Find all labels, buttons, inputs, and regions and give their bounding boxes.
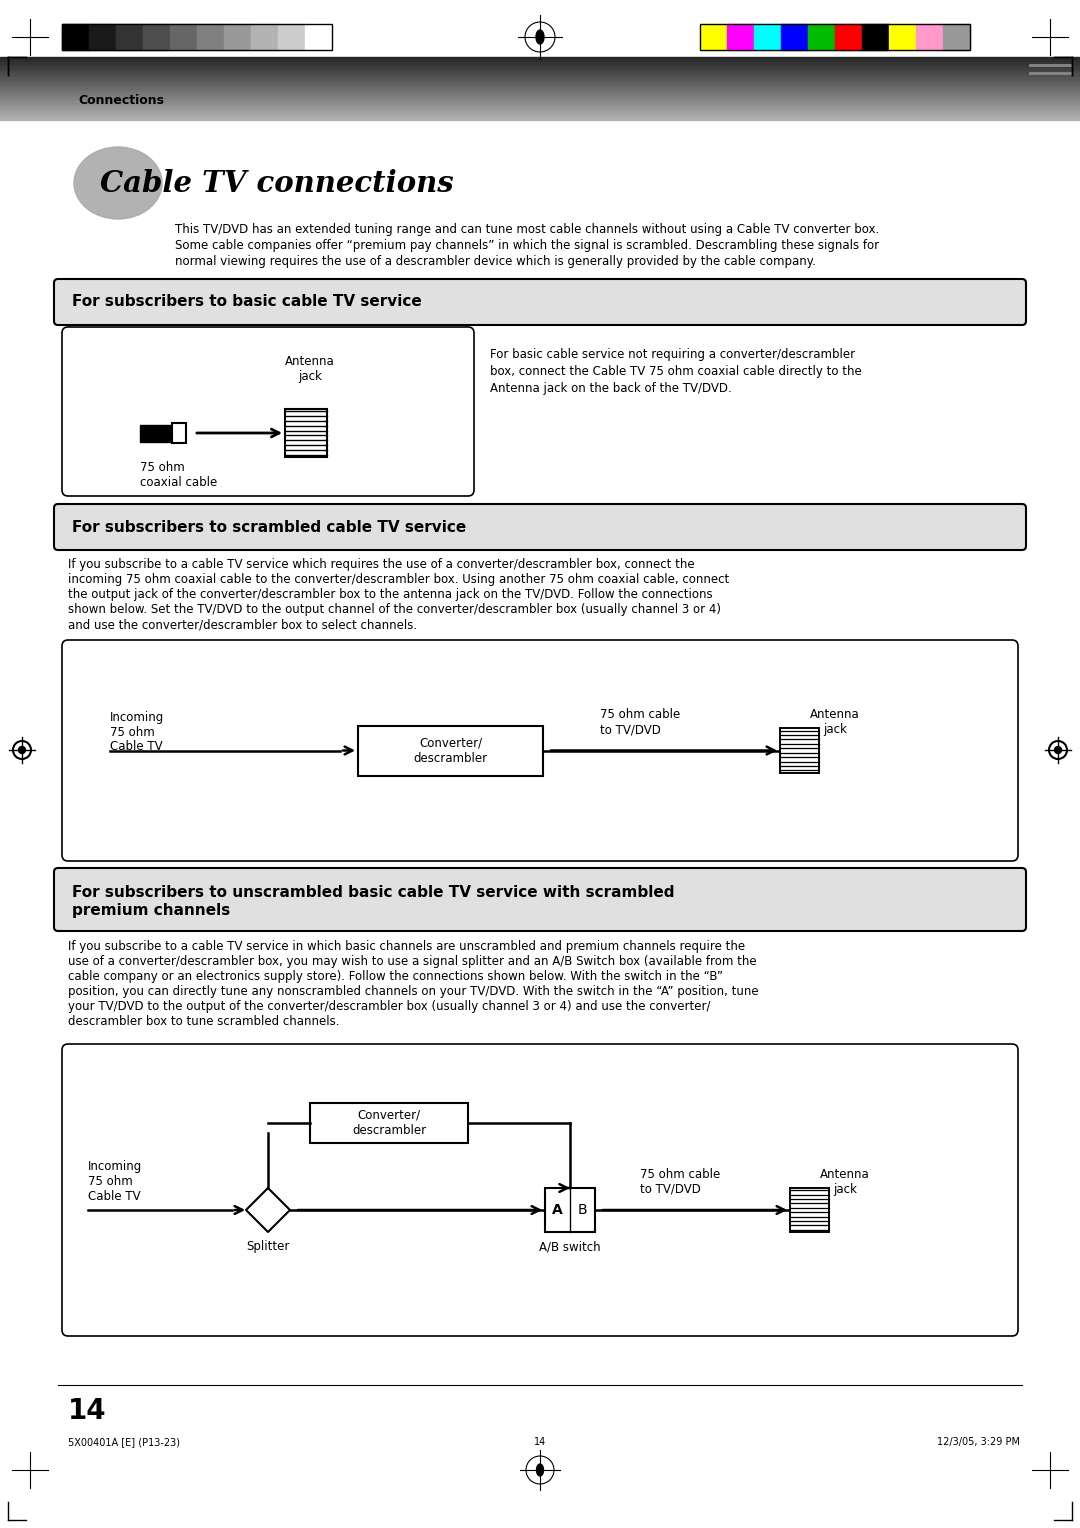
Text: Incoming
75 ohm
Cable TV: Incoming 75 ohm Cable TV [87, 1160, 143, 1203]
Circle shape [1049, 741, 1067, 759]
Text: If you subscribe to a cable TV service which requires the use of a converter/des: If you subscribe to a cable TV service w… [68, 558, 694, 571]
Text: B: B [578, 1203, 588, 1216]
Text: premium channels: premium channels [72, 903, 230, 918]
Text: 75 ohm cable
to TV/DVD: 75 ohm cable to TV/DVD [600, 709, 680, 736]
Ellipse shape [75, 147, 162, 219]
Text: incoming 75 ohm coaxial cable to the converter/descrambler box. Using another 75: incoming 75 ohm coaxial cable to the con… [68, 573, 729, 587]
Bar [889, 24, 916, 50]
Text: Cable TV connections: Cable TV connections [100, 168, 454, 197]
Text: Antenna jack on the back of the TV/DVD.: Antenna jack on the back of the TV/DVD. [490, 382, 732, 396]
Text: Antenna
jack: Antenna jack [810, 709, 860, 736]
Bar [789, 1187, 828, 1232]
Text: Antenna
jack: Antenna jack [820, 1167, 869, 1196]
Bar [545, 1187, 595, 1232]
Bar [943, 24, 970, 50]
Text: If you subscribe to a cable TV service in which basic channels are unscrambled a: If you subscribe to a cable TV service i… [68, 940, 745, 953]
Text: use of a converter/descrambler box, you may wish to use a signal splitter and an: use of a converter/descrambler box, you … [68, 955, 757, 969]
Text: For subscribers to basic cable TV service: For subscribers to basic cable TV servic… [72, 295, 422, 310]
Text: 75 ohm cable
to TV/DVD: 75 ohm cable to TV/DVD [640, 1167, 720, 1196]
Bar [89, 24, 116, 50]
Text: shown below. Set the TV/DVD to the output channel of the converter/descrambler b: shown below. Set the TV/DVD to the outpu… [68, 604, 721, 616]
Text: Converter/
descrambler: Converter/ descrambler [414, 736, 487, 764]
Bar [835, 24, 862, 50]
Text: 14: 14 [534, 1436, 546, 1447]
Text: and use the converter/descrambler box to select channels.: and use the converter/descrambler box to… [68, 617, 417, 631]
FancyBboxPatch shape [62, 1044, 1018, 1335]
Text: 75 ohm
coaxial cable: 75 ohm coaxial cable [140, 461, 217, 489]
FancyBboxPatch shape [62, 640, 1018, 860]
Text: 14: 14 [68, 1397, 107, 1426]
Bar [170, 24, 197, 50]
Text: Splitter: Splitter [246, 1241, 289, 1253]
Bar [780, 729, 819, 773]
Text: your TV/DVD to the output of the converter/descrambler box (usually channel 3 or: your TV/DVD to the output of the convert… [68, 999, 711, 1013]
Bar [285, 410, 327, 457]
Text: box, connect the Cable TV 75 ohm coaxial cable directly to the: box, connect the Cable TV 75 ohm coaxial… [490, 365, 862, 377]
Bar [278, 24, 305, 50]
Bar [916, 24, 943, 50]
Text: Connections: Connections [78, 93, 164, 107]
Circle shape [13, 741, 31, 759]
Bar [700, 24, 970, 50]
Bar [251, 24, 278, 50]
Bar [224, 24, 251, 50]
Text: position, you can directly tune any nonscrambled channels on your TV/DVD. With t: position, you can directly tune any nons… [68, 986, 758, 998]
Bar [781, 24, 808, 50]
Bar [727, 24, 754, 50]
FancyBboxPatch shape [54, 868, 1026, 931]
Text: A/B switch: A/B switch [539, 1241, 600, 1253]
Bar [357, 726, 543, 776]
FancyBboxPatch shape [62, 327, 474, 497]
Text: For subscribers to unscrambled basic cable TV service with scrambled: For subscribers to unscrambled basic cab… [72, 885, 675, 900]
Text: cable company or an electronics supply store). Follow the connections shown belo: cable company or an electronics supply s… [68, 970, 723, 983]
Bar [700, 24, 727, 50]
Text: 12/3/05, 3:29 PM: 12/3/05, 3:29 PM [937, 1436, 1020, 1447]
Text: descrambler box to tune scrambled channels.: descrambler box to tune scrambled channe… [68, 1015, 339, 1028]
Bar [140, 425, 172, 442]
Text: For basic cable service not requiring a converter/descrambler: For basic cable service not requiring a … [490, 348, 855, 361]
Text: Antenna
jack: Antenna jack [285, 354, 335, 384]
Circle shape [18, 747, 26, 753]
Text: Converter/
descrambler: Converter/ descrambler [352, 1109, 427, 1137]
Polygon shape [246, 1187, 291, 1232]
Ellipse shape [536, 31, 544, 44]
Bar [310, 1103, 468, 1143]
Bar [62, 24, 332, 50]
Bar [143, 24, 170, 50]
Bar [754, 24, 781, 50]
Bar [116, 24, 143, 50]
Text: Incoming
75 ohm
Cable TV: Incoming 75 ohm Cable TV [110, 711, 164, 753]
Text: the output jack of the converter/descrambler box to the antenna jack on the TV/D: the output jack of the converter/descram… [68, 588, 713, 601]
FancyBboxPatch shape [54, 504, 1026, 550]
Bar [62, 24, 89, 50]
Text: Some cable companies offer “premium pay channels” in which the signal is scrambl: Some cable companies offer “premium pay … [175, 238, 879, 252]
Text: normal viewing requires the use of a descrambler device which is generally provi: normal viewing requires the use of a des… [175, 255, 815, 267]
Bar [808, 24, 835, 50]
Bar [305, 24, 332, 50]
Bar [172, 423, 186, 443]
Circle shape [1054, 747, 1062, 753]
FancyBboxPatch shape [54, 280, 1026, 325]
Text: 5X00401A [E] (P13-23): 5X00401A [E] (P13-23) [68, 1436, 180, 1447]
Bar [197, 24, 224, 50]
Text: A: A [552, 1203, 563, 1216]
Bar [862, 24, 889, 50]
Text: For subscribers to scrambled cable TV service: For subscribers to scrambled cable TV se… [72, 520, 467, 535]
Ellipse shape [537, 1464, 543, 1476]
Text: This TV/DVD has an extended tuning range and can tune most cable channels withou: This TV/DVD has an extended tuning range… [175, 223, 879, 235]
